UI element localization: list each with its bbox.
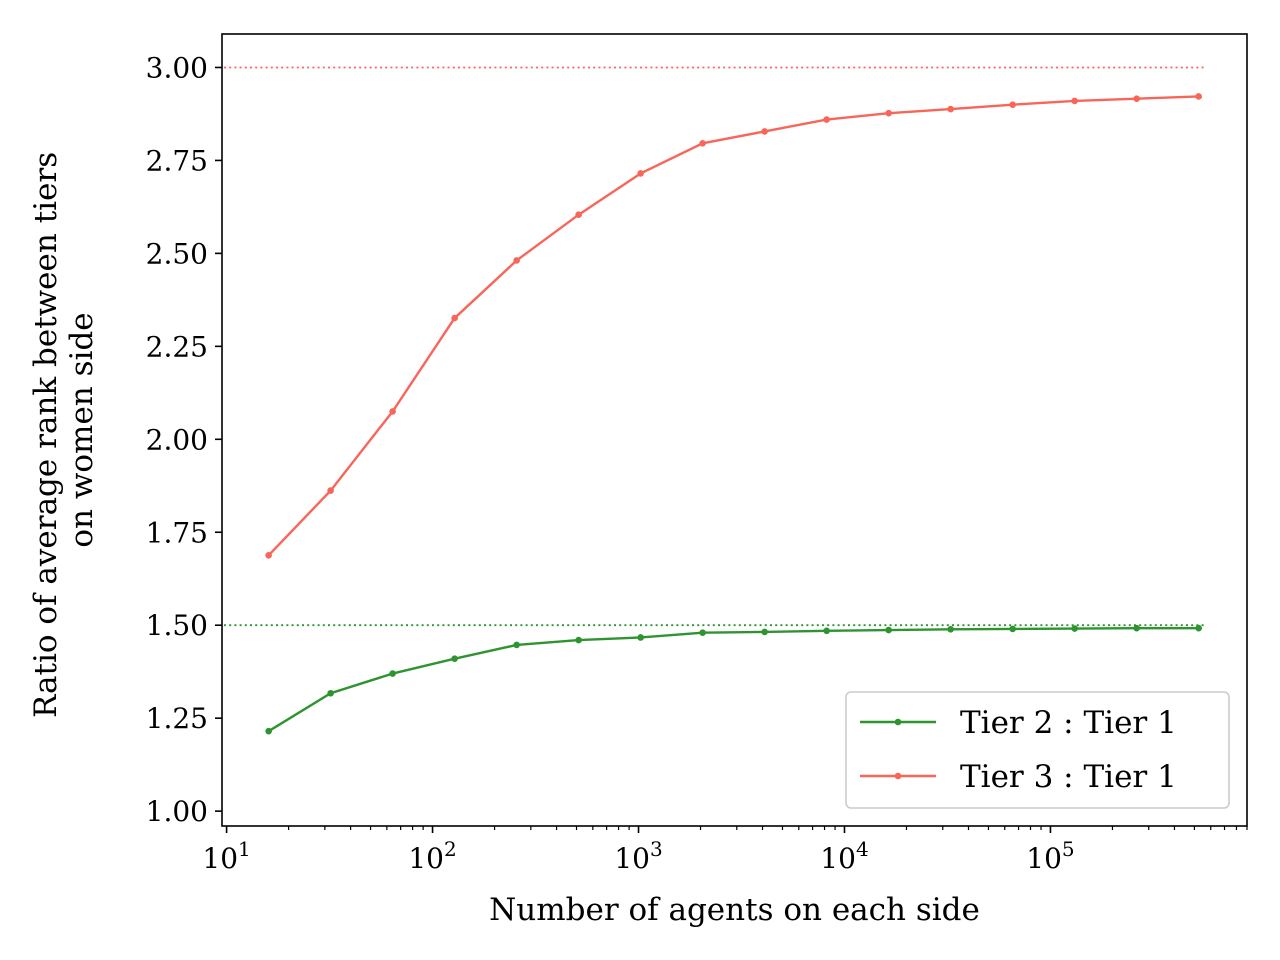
y-axis-label: Ratio of average rank between tiers on w… (28, 142, 100, 718)
reference-lines (223, 66, 1205, 627)
legend-label: Tier 2 : Tier 1 (960, 705, 1177, 741)
data-point (1071, 97, 1078, 105)
data-point (513, 257, 520, 264)
data-point (327, 487, 334, 494)
data-point (1071, 625, 1078, 632)
data-point (947, 626, 954, 633)
data-point (1133, 95, 1140, 102)
data-point (699, 629, 706, 636)
y-tick-label: 1.00 (146, 795, 208, 828)
data-point (575, 636, 582, 644)
data-point (823, 116, 830, 123)
data-point (699, 140, 706, 147)
legend-swatch-marker (894, 718, 902, 726)
data-point (637, 634, 644, 641)
data-point (451, 655, 458, 662)
data-point (575, 211, 582, 219)
y-tick-label: 1.75 (146, 516, 208, 549)
series-line-2 (267, 95, 1199, 557)
x-tick-label: 101 (202, 837, 250, 875)
data-point (761, 628, 768, 636)
data-point (1009, 625, 1016, 633)
data-point (389, 408, 396, 415)
legend-frame (845, 691, 1230, 809)
data-point (947, 105, 954, 113)
data-point (637, 170, 644, 177)
data-point (885, 109, 892, 117)
legend-swatch-marker (894, 772, 902, 780)
y-tick-label: 1.25 (146, 702, 208, 735)
series-line-1 (268, 626, 1199, 733)
y-axis: 1.00 1.25 1.50 1.75 2.00 2.25 2.50 2.75 3.00 (146, 51, 222, 828)
legend: Tier 2 : Tier 1 Tier 3 : Tier 1 (845, 691, 1230, 809)
legend-label: Tier 3 : Tier 1 (960, 759, 1177, 795)
x-axis: 101 102 103 104 105 (202, 826, 1248, 875)
data-point (1195, 93, 1202, 100)
y-tick-label: 2.25 (146, 330, 208, 363)
data-point (265, 727, 272, 735)
y-tick-label: 2.75 (146, 144, 208, 177)
x-tick-label: 102 (408, 837, 456, 875)
data-point (265, 552, 272, 559)
plot-frame (221, 33, 1248, 827)
y-tick-label: 1.50 (146, 609, 208, 642)
y-tick-label: 3.00 (146, 51, 208, 84)
y-axis-label-line-2: on women side (64, 312, 100, 547)
data-point (761, 128, 768, 135)
y-axis-label-line-1: Ratio of average rank between tiers (28, 152, 64, 718)
data-point (327, 689, 334, 697)
x-tick-label: 105 (1026, 837, 1074, 875)
data-point (513, 641, 520, 649)
data-point (823, 627, 830, 635)
x-tick-label: 104 (820, 837, 868, 875)
y-tick-label: 2.00 (146, 423, 208, 456)
data-point (389, 670, 396, 677)
data-point (1195, 624, 1202, 632)
series-layer (265, 93, 1202, 735)
x-tick-label: 103 (614, 837, 662, 875)
data-point (1133, 624, 1140, 632)
data-point (1009, 101, 1016, 108)
y-tick-label: 2.50 (146, 237, 208, 270)
data-point (885, 626, 892, 634)
x-axis-label: Number of agents on each side (489, 892, 980, 928)
data-point (451, 314, 458, 322)
